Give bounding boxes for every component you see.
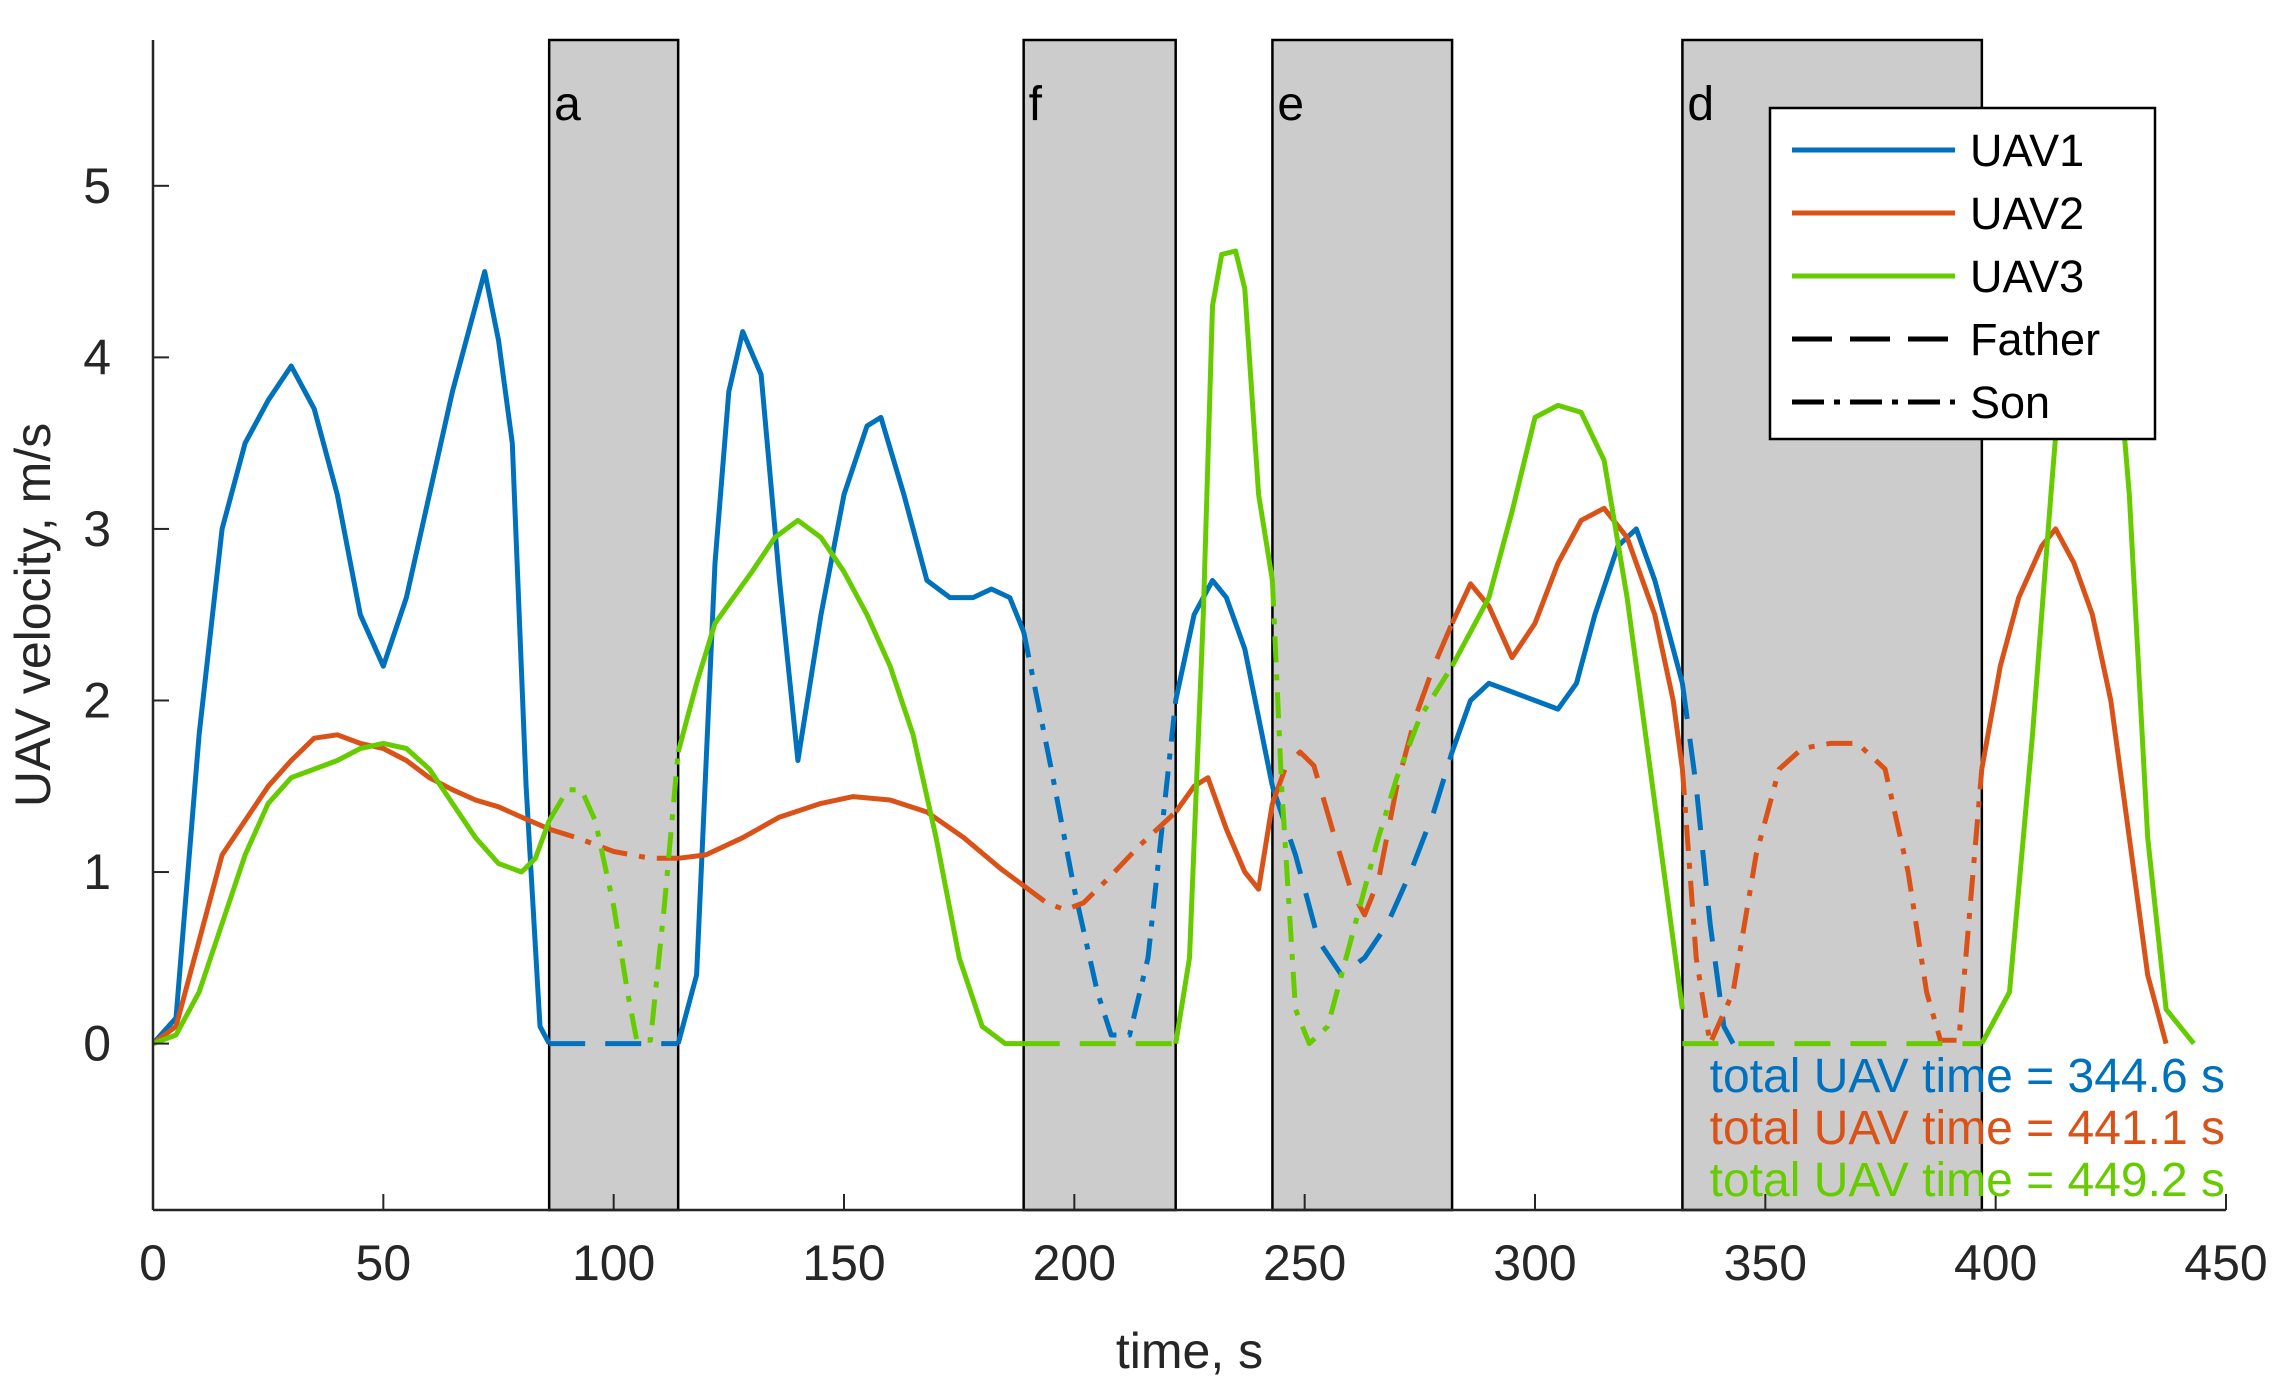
line-uav1-solid-6 <box>1449 526 1685 753</box>
line-uav1-dashed-7 <box>1679 682 1736 1045</box>
line-uav3-dashdot-1 <box>547 751 681 1043</box>
x-tick-label: 200 <box>1033 1235 1116 1291</box>
shaded-region-e <box>1271 38 1454 1212</box>
line-uav3-solid-4 <box>1173 248 1275 1044</box>
shaded-region-a <box>547 38 680 1212</box>
line-uav3-solid-2 <box>675 517 1024 1047</box>
y-tick-label: 4 <box>83 329 111 385</box>
y-tick-label: 0 <box>83 1016 111 1072</box>
line-uav2-solid-2 <box>677 794 1026 888</box>
line-uav1-solid-4 <box>1173 577 1275 787</box>
x-tick-label: 350 <box>1724 1235 1807 1291</box>
line-uav2-solid-8 <box>1979 526 2169 1045</box>
x-tick-label: 400 <box>1954 1235 2037 1291</box>
line-uav1-solid-2 <box>675 329 1027 1045</box>
region-label-d: d <box>1687 78 1714 131</box>
line-uav1-dashdot-3 <box>1021 631 1179 1038</box>
y-tick-label: 1 <box>83 844 111 900</box>
legend-label-uav3: UAV3 <box>1970 251 2084 302</box>
region-label-f: f <box>1029 78 1043 131</box>
total-time-annotation-1: total UAV time = 344.6 s <box>1710 1050 2225 1103</box>
x-tick-label: 450 <box>2184 1235 2267 1291</box>
line-uav3-solid-0 <box>153 740 552 1046</box>
line-uav2-dashdot-7 <box>1679 740 1985 1047</box>
x-tick-label: 50 <box>356 1235 412 1291</box>
shaded-region-f <box>1022 38 1177 1212</box>
total-time-annotation-2: total UAV time = 441.1 s <box>1710 1102 2225 1155</box>
x-axis-title: time, s <box>1116 1323 1263 1379</box>
x-tick-label: 250 <box>1263 1235 1346 1291</box>
total-time-annotation-3: total UAV time = 449.2 s <box>1710 1154 2225 1207</box>
region-label-e: e <box>1277 78 1304 131</box>
line-uav2-dashdot-1 <box>548 826 679 861</box>
line-uav1-dashed-5 <box>1270 751 1455 978</box>
y-axis-title: UAV velocity, m/s <box>5 423 61 807</box>
legend-label-son: Son <box>1970 377 2050 428</box>
legend-label-father: Father <box>1970 314 2100 365</box>
y-tick-label: 2 <box>83 672 111 728</box>
line-uav2-dashdot-3 <box>1022 810 1178 913</box>
line-uav2-dashed-5 <box>1270 622 1455 918</box>
x-tick-label: 150 <box>802 1235 885 1291</box>
y-tick-label: 3 <box>83 501 111 557</box>
x-tick-label: 300 <box>1493 1235 1576 1291</box>
line-uav3-solid-6 <box>1449 402 1685 1010</box>
legend-label-uav2: UAV2 <box>1970 188 2084 239</box>
line-uav1-solid-0 <box>153 269 552 1046</box>
region-label-a: a <box>554 78 581 131</box>
line-uav3-dashdot-5 <box>1269 580 1455 1047</box>
series-uav1 <box>153 269 1736 1047</box>
x-tick-label: 0 <box>139 1235 167 1291</box>
x-tick-label: 100 <box>572 1235 655 1291</box>
y-tick-label: 5 <box>83 158 111 214</box>
line-uav2-solid-0 <box>153 732 551 1046</box>
legend-label-uav1: UAV1 <box>1970 125 2084 176</box>
